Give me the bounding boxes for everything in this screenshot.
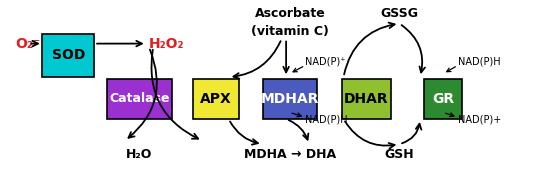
FancyBboxPatch shape	[193, 79, 239, 119]
FancyBboxPatch shape	[42, 34, 94, 77]
Text: GR: GR	[432, 92, 454, 106]
FancyBboxPatch shape	[424, 79, 462, 119]
Text: NAD(P)⁺: NAD(P)⁺	[305, 56, 346, 66]
Text: Catalase: Catalase	[109, 92, 170, 105]
Text: MDHA → DHA: MDHA → DHA	[244, 148, 336, 161]
Text: NAD(P)+: NAD(P)+	[458, 115, 502, 125]
Text: (vitamin C): (vitamin C)	[251, 25, 329, 38]
FancyBboxPatch shape	[342, 79, 391, 119]
Text: NAD(P)H: NAD(P)H	[305, 115, 348, 125]
Text: O₂⁻: O₂⁻	[16, 37, 41, 51]
Text: APX: APX	[200, 92, 232, 106]
Text: MDHAR: MDHAR	[261, 92, 319, 106]
FancyBboxPatch shape	[263, 79, 318, 119]
Text: SOD: SOD	[52, 48, 85, 62]
Text: NAD(P)H: NAD(P)H	[458, 56, 501, 66]
Text: H₂O₂: H₂O₂	[149, 37, 184, 51]
Text: GSH: GSH	[384, 148, 414, 161]
Text: Ascorbate: Ascorbate	[254, 7, 325, 20]
Text: GSSG: GSSG	[381, 7, 418, 20]
Text: H₂O: H₂O	[126, 148, 153, 161]
Text: DHAR: DHAR	[344, 92, 389, 106]
FancyBboxPatch shape	[107, 79, 172, 119]
